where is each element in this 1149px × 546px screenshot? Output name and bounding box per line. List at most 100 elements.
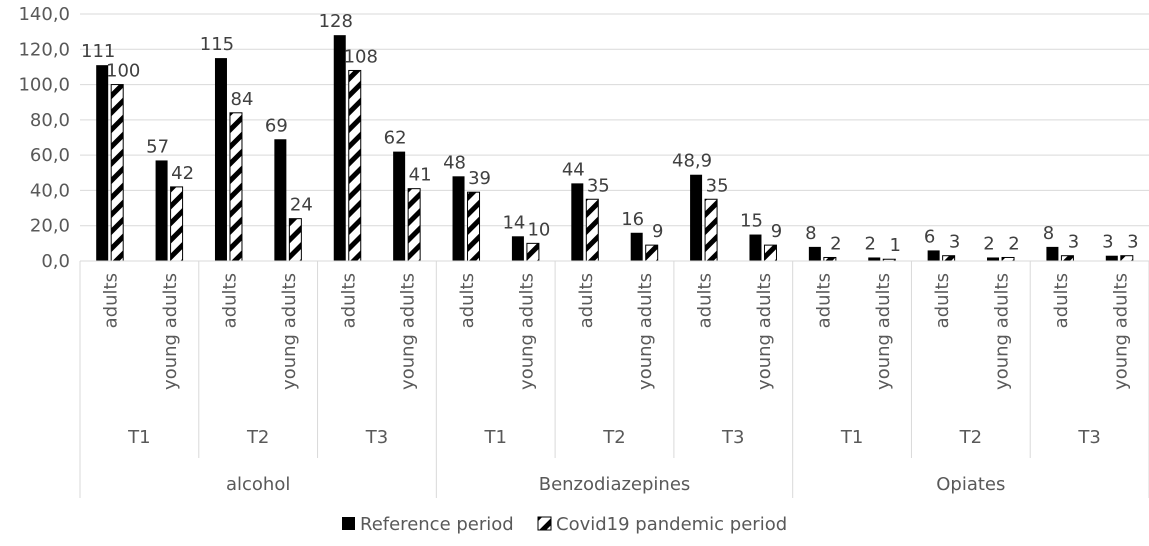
bar-covid — [942, 255, 956, 262]
bar-reference — [987, 257, 1000, 261]
x-substance-label: alcohol — [226, 474, 290, 495]
data-label-covid: 3 — [1068, 232, 1079, 253]
data-label-reference: 62 — [384, 128, 407, 149]
bar-covid — [823, 256, 837, 262]
data-label-reference: 48,9 — [672, 151, 712, 172]
bar-reference — [274, 139, 287, 261]
x-subgroup-label: adults — [338, 273, 359, 328]
x-subgroup-label: young adults — [279, 273, 300, 390]
data-label-reference: 48 — [443, 152, 466, 173]
data-label-covid: 1 — [890, 235, 901, 256]
x-subgroup-label: adults — [457, 273, 478, 328]
data-label-covid: 108 — [344, 46, 378, 67]
bar-reference — [749, 234, 762, 261]
x-period-label: T2 — [959, 427, 982, 448]
data-label-covid: 2 — [830, 233, 841, 254]
gridlines — [80, 13, 1149, 262]
bar-covid — [585, 198, 599, 262]
data-label-covid: 35 — [706, 175, 729, 196]
x-substance-label: Benzodiazepines — [539, 474, 691, 495]
bar-covid — [407, 188, 421, 262]
x-subgroup-label: young adults — [398, 273, 419, 390]
y-tick-label: 140,0 — [18, 4, 70, 25]
data-label-covid: 9 — [771, 221, 782, 242]
y-tick-label: 100,0 — [18, 75, 70, 96]
data-label-covid: 84 — [231, 89, 254, 110]
bar-reference — [393, 151, 406, 261]
x-period-label: T2 — [246, 427, 269, 448]
data-label-covid: 100 — [106, 61, 140, 82]
data-label-covid: 42 — [171, 163, 194, 184]
data-label-reference: 14 — [502, 212, 525, 233]
x-subgroup-label: young adults — [516, 273, 537, 390]
bar-reference — [1105, 255, 1118, 261]
data-label-reference: 2 — [983, 233, 994, 254]
x-period-label: T1 — [127, 427, 150, 448]
data-label-reference: 2 — [865, 233, 876, 254]
bar-covid — [229, 112, 243, 262]
data-label-covid: 39 — [468, 168, 491, 189]
data-label-reference: 44 — [562, 159, 585, 180]
bar-reference — [333, 35, 346, 261]
x-subgroup-label: young adults — [754, 273, 775, 390]
y-tick-label: 80,0 — [30, 110, 70, 131]
x-substance-label: Opiates — [936, 474, 1005, 495]
x-subgroup-label: adults — [932, 273, 953, 328]
bar-reference — [155, 160, 168, 261]
bar-reference — [690, 174, 703, 261]
x-period-label: T3 — [721, 427, 744, 448]
bar-covid — [110, 84, 124, 262]
bar-covid — [170, 186, 184, 262]
x-subgroup-label: adults — [1051, 273, 1072, 328]
data-label-covid: 10 — [527, 219, 550, 240]
data-label-reference: 3 — [1102, 232, 1113, 253]
data-label-covid: 41 — [409, 165, 432, 186]
x-subgroup-label: adults — [101, 273, 122, 328]
bar-reference — [214, 58, 227, 261]
x-subgroup-label: young adults — [1110, 273, 1131, 390]
y-tick-label: 120,0 — [18, 39, 70, 60]
x-subgroup-label: young adults — [635, 273, 656, 390]
y-axis: 0,0 20,0 40,0 60,0 80,0 100,0 120,0 140,0 — [18, 4, 70, 272]
y-tick-label: 0,0 — [41, 251, 70, 272]
data-label-covid: 35 — [587, 175, 610, 196]
legend-label-covid: Covid19 pandemic period — [556, 514, 787, 535]
data-label-reference: 16 — [621, 209, 644, 230]
bar-reference — [571, 183, 584, 261]
x-period-label: T1 — [840, 427, 863, 448]
bar-reference — [868, 257, 881, 261]
data-label-covid: 9 — [652, 221, 663, 242]
bar-covid — [288, 218, 302, 262]
bar-reference — [452, 176, 465, 261]
data-label-covid: 2 — [1008, 233, 1019, 254]
x-subgroup-label: adults — [813, 273, 834, 328]
bar-reference — [511, 236, 524, 261]
data-label-reference: 111 — [81, 41, 115, 62]
bar-reference — [630, 232, 643, 261]
data-label-covid: 3 — [949, 232, 960, 253]
bar-covid — [1120, 255, 1134, 262]
x-subgroup-label: adults — [695, 273, 716, 328]
x-period-label: T1 — [483, 427, 506, 448]
data-label-covid: 24 — [290, 195, 313, 216]
bar-covid — [526, 242, 540, 262]
legend-swatch-reference — [342, 517, 355, 530]
bar-covid — [1001, 256, 1015, 262]
x-period-label: T3 — [365, 427, 388, 448]
data-label-reference: 15 — [740, 211, 763, 232]
y-tick-label: 40,0 — [30, 180, 70, 201]
x-subgroup-label: adults — [219, 273, 240, 328]
y-tick-label: 20,0 — [30, 216, 70, 237]
x-period-label: T2 — [602, 427, 625, 448]
legend-swatch-covid — [537, 516, 552, 531]
legend: Reference period Covid19 pandemic period — [342, 514, 787, 535]
data-label-reference: 8 — [805, 223, 816, 244]
data-label-reference: 115 — [200, 34, 234, 55]
x-subgroup-label: young adults — [992, 273, 1013, 390]
legend-label-reference: Reference period — [360, 514, 514, 535]
x-axis: adults young adults T1 adults young adults T2… — [79, 260, 1149, 498]
bar-reference — [808, 246, 821, 261]
bar-reference — [96, 65, 109, 262]
